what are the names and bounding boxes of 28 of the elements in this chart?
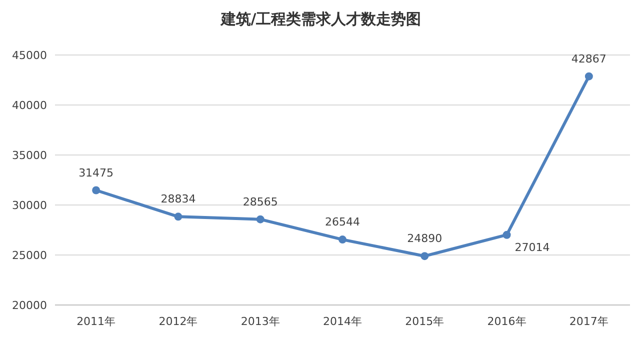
chart-title: 建筑/工程类需求人才数走势图 — [220, 10, 422, 28]
data-label: 28834 — [160, 192, 196, 206]
point — [256, 215, 264, 224]
x-tick-label: 2011年 — [76, 315, 116, 328]
data-label: 31475 — [78, 166, 114, 180]
point — [174, 212, 182, 221]
y-tick-label: 30000 — [12, 199, 47, 212]
point — [420, 252, 429, 260]
x-tick-label: 2012年 — [158, 315, 198, 328]
y-tick-label: 20000 — [12, 299, 47, 312]
x-tick-label: 2014年 — [323, 315, 362, 328]
y-tick-label: 40000 — [12, 99, 47, 112]
x-tick-label: 2015年 — [405, 315, 444, 328]
data-label: 24890 — [407, 232, 442, 246]
point — [338, 236, 346, 244]
y-tick-label: 45000 — [12, 49, 47, 62]
point — [502, 230, 511, 239]
x-tick-label: 2016年 — [487, 315, 526, 328]
point — [92, 186, 100, 194]
data-label: 42867 — [571, 52, 606, 66]
y-tick-label: 35000 — [12, 149, 47, 162]
point — [584, 72, 593, 80]
x-tick-label: 2013年 — [240, 315, 280, 328]
data-label: 27014 — [514, 240, 550, 254]
y-tick-label: 25000 — [12, 249, 47, 262]
x-tick-label: 2017年 — [569, 315, 608, 328]
data-label: 28565 — [242, 195, 278, 208]
data-label: 26544 — [325, 216, 360, 229]
